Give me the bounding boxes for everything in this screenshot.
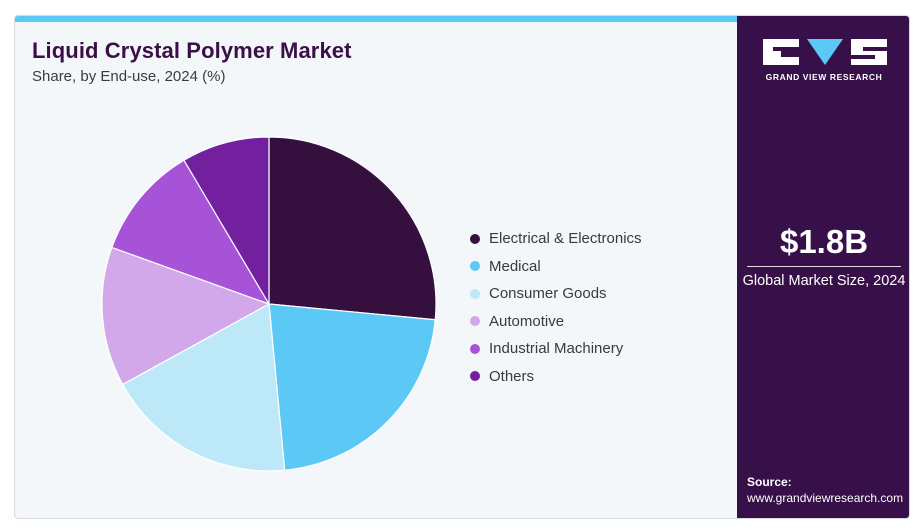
legend-label: Industrial Machinery [489, 340, 624, 358]
legend-label: Medical [489, 257, 541, 275]
legend-item: Medical [470, 253, 642, 281]
pie-slice-automotive [101, 246, 271, 386]
legend-item: Consumer Goods [470, 280, 642, 308]
chart-title: Liquid Crystal Polymer Market [32, 38, 352, 63]
legend-label: Automotive [489, 312, 565, 330]
pie-chart [101, 136, 437, 472]
chart-card: Liquid Crystal Polymer Market Share, by … [14, 15, 910, 519]
pie-slice-industrial-machinery [111, 159, 271, 306]
legend-label: Consumer Goods [489, 285, 607, 303]
source-label: Source: [747, 475, 792, 489]
legend-label: Electrical & Electronics [489, 230, 642, 248]
divider [747, 266, 901, 267]
legend-marker [470, 261, 480, 272]
legend-marker [470, 316, 480, 327]
legend-item: Industrial Machinery [470, 335, 642, 363]
chart-legend: Electrical & Electronics Medical Consumer … [470, 225, 642, 390]
legend-marker [470, 343, 480, 354]
pie-slice-electrical-electronics [268, 136, 437, 321]
pie-slice-others [183, 136, 270, 307]
grand-view-research-logo [763, 39, 887, 65]
sidebar: GRAND VIEW RESEARCH $1.8B Global Market … [737, 16, 909, 518]
market-size-label: Global Market Size, 2024 [742, 273, 906, 289]
pie-slice-medical [268, 303, 436, 471]
source-link[interactable]: www.grandviewresearch.com [747, 491, 904, 505]
legend-marker [470, 233, 480, 244]
legend-item: Others [470, 363, 642, 391]
legend-marker [470, 288, 480, 299]
accent-bar [15, 16, 737, 22]
legend-label: Others [489, 367, 535, 385]
brand-name: GRAND VIEW RESEARCH [765, 72, 883, 82]
legend-marker [470, 371, 480, 382]
chart-subtitle: Share, by End-use, 2024 (%) [32, 68, 226, 85]
legend-item: Electrical & Electronics [470, 225, 642, 253]
market-size-value: $1.8B [779, 223, 869, 260]
pie-slice-consumer-goods [121, 303, 286, 472]
legend-item: Automotive [470, 308, 642, 336]
